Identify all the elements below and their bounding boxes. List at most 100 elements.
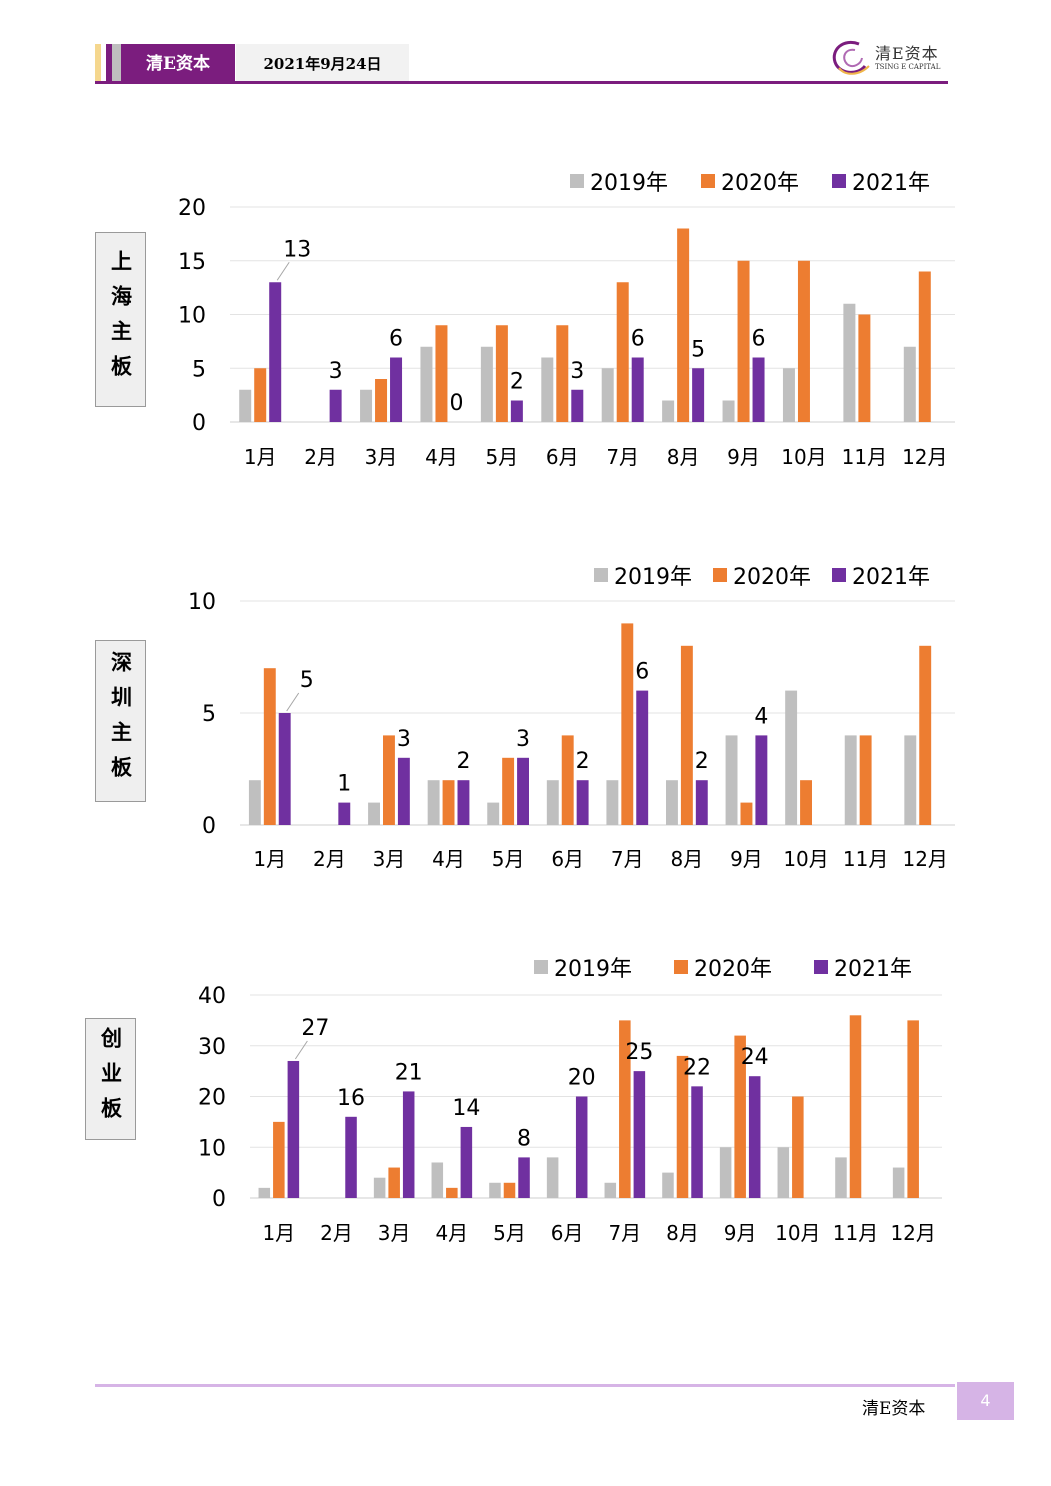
bar-2021年 [692, 368, 705, 422]
bar-2019年 [719, 1147, 732, 1198]
bar-2020年 [273, 1121, 285, 1198]
bar-2021年 [695, 780, 708, 825]
x-tick-label: 5月 [492, 847, 525, 871]
legend-label: 2021年 [852, 171, 930, 196]
x-tick-label: 1月 [244, 445, 277, 469]
data-label: 5 [300, 668, 314, 693]
x-tick-label: 8月 [671, 847, 704, 871]
legend-label: 2020年 [733, 565, 811, 590]
bar-2019年 [844, 735, 857, 825]
legend-label: 2021年 [852, 565, 930, 590]
bar-2021年 [752, 357, 765, 422]
x-tick-label: 11月 [842, 445, 887, 469]
data-label: 21 [395, 1060, 423, 1085]
legend-swatch [713, 568, 727, 582]
data-label: 25 [625, 1040, 653, 1065]
bar-2021年 [576, 780, 589, 825]
data-label: 1 [337, 772, 351, 797]
x-tick-label: 5月 [493, 1221, 526, 1245]
bar-2021年 [510, 400, 523, 422]
y-tick-label: 40 [198, 984, 226, 1009]
bar-2020年 [858, 314, 871, 422]
bar-2021年 [287, 1060, 300, 1198]
x-tick-label: 6月 [546, 445, 579, 469]
data-label: 20 [568, 1066, 596, 1091]
legend-label: 2019年 [554, 957, 632, 982]
bar-2019年 [892, 1167, 905, 1198]
legend-swatch [814, 960, 828, 974]
data-label: 27 [301, 1016, 329, 1041]
company-logo: 清E资本 TSING E CAPITAL [829, 36, 941, 78]
bar-2021年 [755, 735, 768, 825]
x-tick-label: 1月 [253, 847, 286, 871]
bar-2020年 [435, 325, 448, 422]
legend-swatch [594, 568, 608, 582]
x-tick-label: 2月 [313, 847, 346, 871]
x-tick-label: 6月 [551, 847, 584, 871]
x-tick-label: 3月 [365, 445, 398, 469]
y-tick-label: 10 [188, 590, 216, 615]
bar-2019年 [258, 1187, 271, 1198]
x-tick-label: 9月 [724, 1221, 757, 1245]
bar-2019年 [777, 1147, 790, 1198]
x-tick-label: 7月 [606, 445, 639, 469]
bar-2019年 [541, 357, 554, 422]
bar-2021年 [329, 389, 342, 422]
bar-2020年 [375, 379, 388, 422]
bar-2020年 [919, 645, 932, 825]
legend-swatch [674, 960, 688, 974]
bar-2020年 [734, 1035, 746, 1198]
x-tick-label: 8月 [667, 445, 700, 469]
bar-2019年 [785, 690, 798, 825]
logo-text-en: TSING E CAPITAL [875, 63, 941, 71]
bar-2019年 [480, 346, 493, 422]
bar-2020年 [446, 1187, 458, 1198]
x-tick-label: 2月 [304, 445, 337, 469]
legend-swatch [701, 174, 715, 188]
bar-2019年 [487, 802, 500, 825]
bar-2020年 [907, 1020, 919, 1198]
legend-swatch [832, 174, 846, 188]
x-tick-label: 12月 [890, 1221, 935, 1245]
x-tick-label: 9月 [727, 445, 760, 469]
bar-2019年 [835, 1157, 847, 1198]
panel-label-chinext: 创业板 [85, 1018, 136, 1140]
bar-2020年 [383, 735, 395, 825]
y-tick-label: 10 [198, 1136, 226, 1161]
data-label: 4 [754, 704, 768, 729]
data-label: 2 [576, 749, 590, 774]
bar-2019年 [420, 346, 433, 422]
bar-2019年 [427, 780, 440, 825]
y-tick-label: 30 [198, 1035, 226, 1060]
bar-2020年 [619, 1020, 631, 1198]
bar-2019年 [725, 735, 738, 825]
data-label: 6 [389, 327, 403, 352]
bar-2019年 [843, 303, 856, 422]
data-label: 3 [570, 359, 584, 384]
x-tick-label: 12月 [902, 847, 947, 871]
x-tick-label: 9月 [730, 847, 763, 871]
x-tick-label: 2月 [320, 1221, 353, 1245]
x-tick-label: 8月 [666, 1221, 699, 1245]
bar-2020年 [918, 271, 931, 422]
y-tick-label: 15 [178, 250, 206, 275]
data-label: 22 [683, 1055, 711, 1080]
bar-2020年 [677, 228, 690, 422]
data-label: 5 [691, 337, 705, 362]
bar-2020年 [797, 260, 810, 422]
data-label: 13 [283, 237, 311, 262]
bar-2020年 [263, 668, 276, 825]
bar-2021年 [636, 690, 649, 825]
bar-2019年 [666, 780, 678, 825]
bar-2020年 [621, 623, 634, 825]
y-tick-label: 20 [198, 1086, 226, 1111]
data-label: 2 [695, 749, 709, 774]
x-tick-label: 10月 [775, 1221, 820, 1245]
y-tick-label: 0 [212, 1187, 226, 1212]
x-tick-label: 3月 [378, 1221, 411, 1245]
bar-2021年 [571, 389, 584, 422]
x-tick-label: 10月 [783, 847, 828, 871]
x-tick-label: 11月 [843, 847, 888, 871]
data-label: 24 [741, 1045, 769, 1070]
